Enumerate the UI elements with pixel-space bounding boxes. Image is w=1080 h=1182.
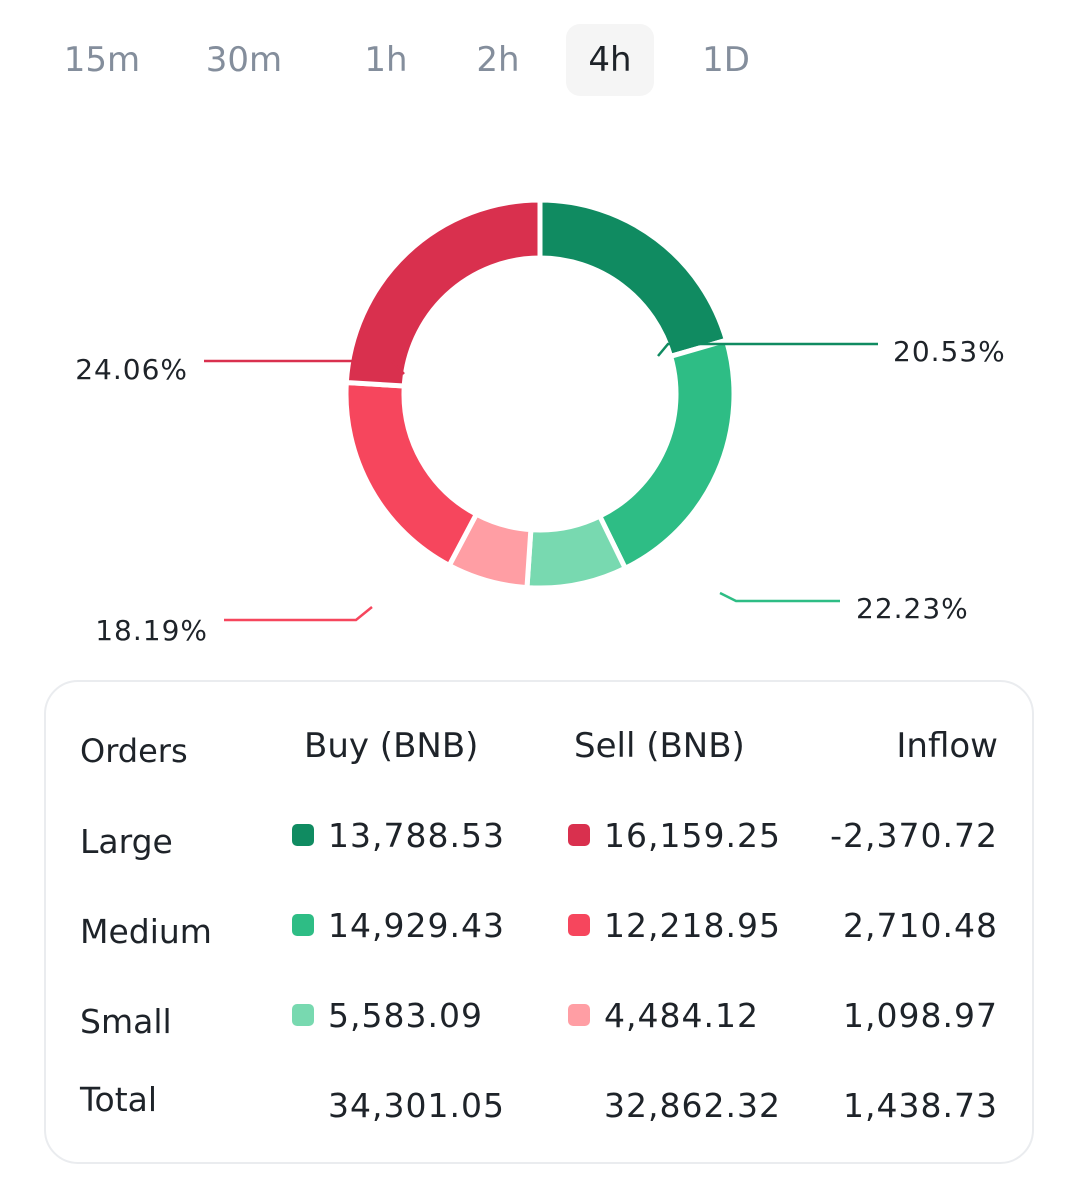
row-label-medium: Medium bbox=[80, 912, 212, 951]
small-buy-value: 5,583.09 bbox=[328, 996, 483, 1035]
timeframe-tabs: 15m 30m 1h 2h 4h 1D bbox=[44, 24, 770, 96]
total-sell-value: 32,862.32 bbox=[604, 1086, 781, 1125]
donut-slice-6[interactable] bbox=[343, 197, 543, 389]
large-buy-swatch bbox=[292, 824, 314, 846]
small-sell-value: 4,484.12 bbox=[604, 996, 759, 1035]
total-inflow-value: 1,438.73 bbox=[843, 1086, 998, 1125]
leader-line-2 bbox=[719, 591, 840, 603]
tab-1d[interactable]: 1D bbox=[702, 40, 750, 80]
orders-table: Orders Buy (BNB) Sell (BNB) Inflow Large… bbox=[44, 680, 1034, 1164]
small-buy-swatch bbox=[292, 1004, 314, 1026]
leader-line-1 bbox=[657, 342, 878, 357]
medium-buy-swatch bbox=[292, 914, 314, 936]
donut-slice-1[interactable] bbox=[537, 197, 730, 360]
tab-2h[interactable]: 2h bbox=[476, 40, 520, 80]
slice-label-5: 18.19% bbox=[95, 614, 208, 647]
row-label-total: Total bbox=[80, 1080, 158, 1119]
tab-15m[interactable]: 15m bbox=[63, 40, 141, 80]
total-buy-value: 34,301.05 bbox=[328, 1086, 505, 1125]
leader-line-6 bbox=[204, 359, 405, 375]
buy-header: Buy (BNB) bbox=[304, 726, 479, 766]
order-distribution-donut-chart: 20.53%22.23%8.31%6.68%18.19%24.06% bbox=[75, 197, 1006, 647]
small-sell-swatch bbox=[568, 1004, 590, 1026]
large-sell-value: 16,159.25 bbox=[604, 816, 781, 855]
large-sell-swatch bbox=[568, 824, 590, 846]
medium-sell-value: 12,218.95 bbox=[604, 906, 781, 945]
small-inflow-value: 1,098.97 bbox=[843, 996, 998, 1035]
medium-sell-swatch bbox=[568, 914, 590, 936]
donut-slice-5[interactable] bbox=[343, 379, 480, 569]
large-buy-value: 13,788.53 bbox=[328, 816, 505, 855]
medium-inflow-value: 2,710.48 bbox=[843, 906, 998, 945]
slice-label-2: 22.23% bbox=[856, 592, 969, 625]
row-label-small: Small bbox=[80, 1002, 172, 1041]
tab-1h[interactable]: 1h bbox=[364, 40, 408, 80]
slice-label-1: 20.53% bbox=[893, 335, 1006, 368]
leader-line-5 bbox=[224, 606, 373, 622]
slice-label-6: 24.06% bbox=[75, 353, 188, 386]
medium-buy-value: 14,929.43 bbox=[328, 906, 505, 945]
donut-slice-2[interactable] bbox=[596, 337, 737, 572]
large-inflow-value: -2,370.72 bbox=[830, 816, 998, 855]
row-label-large: Large bbox=[80, 822, 173, 861]
inflow-header: Inflow bbox=[896, 726, 998, 766]
tab-30m[interactable]: 30m bbox=[205, 40, 283, 80]
tab-4h[interactable]: 4h bbox=[566, 24, 654, 96]
orders-header: Orders bbox=[80, 732, 188, 770]
sell-header: Sell (BNB) bbox=[574, 726, 745, 766]
